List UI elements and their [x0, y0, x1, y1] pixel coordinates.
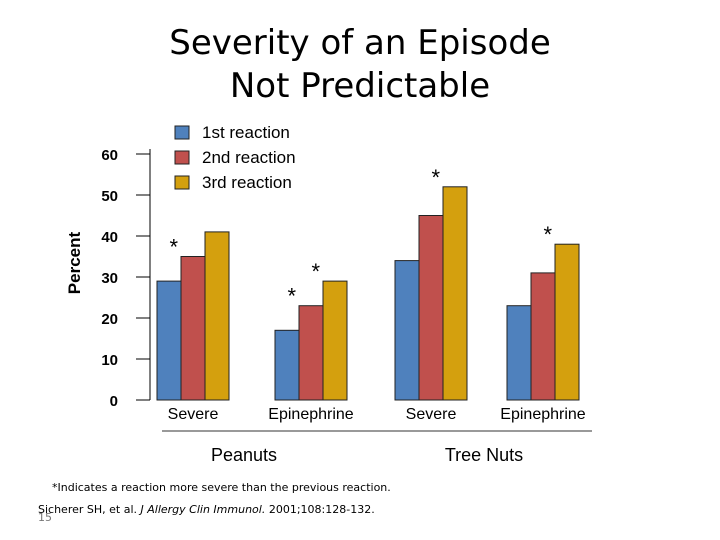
- significance-asterisk: *: [431, 165, 440, 190]
- bar-3-cat-3: [442, 186, 468, 401]
- bar-1-cat-2: [274, 329, 300, 401]
- bar-1-cat-1: [156, 280, 182, 401]
- slide-number: 15: [38, 511, 52, 524]
- x-group-label: Tree Nuts: [445, 445, 523, 465]
- y-tick-label: 40: [101, 229, 118, 246]
- legend-swatch-3: [174, 175, 190, 190]
- significance-asterisk: *: [287, 284, 296, 309]
- x-category-label: Epinephrine: [268, 406, 354, 423]
- footnote: *Indicates a reaction more severe than t…: [52, 481, 391, 494]
- y-tick-label: 0: [110, 393, 118, 410]
- bar-1-cat-4: [506, 305, 532, 401]
- y-tick-label: 60: [101, 147, 118, 164]
- y-tick-label: 50: [101, 188, 118, 205]
- bar-1-cat-3: [394, 260, 420, 401]
- x-group-label: Peanuts: [211, 445, 277, 465]
- x-category-label: Severe: [406, 406, 457, 423]
- x-category-label: Epinephrine: [500, 406, 586, 423]
- bar-2-cat-2: [298, 305, 324, 401]
- legend-swatch-2: [174, 150, 190, 165]
- legend-label-2: 2nd reaction: [202, 148, 296, 167]
- legend-label-3: 3rd reaction: [202, 173, 292, 192]
- x-category-label: Severe: [168, 406, 219, 423]
- bar-2-cat-3: [418, 215, 444, 401]
- bar-2-cat-1: [180, 256, 206, 401]
- citation-authors: Sicherer SH, et al.: [38, 503, 138, 516]
- title-line-1: Severity of an Episode: [169, 23, 551, 63]
- significance-asterisk: *: [311, 259, 320, 284]
- legend-swatch-1: [174, 125, 190, 140]
- y-tick-label: 30: [101, 270, 118, 287]
- y-axis-label: Percent: [65, 231, 84, 294]
- bar-3-cat-2: [322, 280, 348, 401]
- y-tick-label: 20: [101, 311, 118, 328]
- significance-asterisk: *: [543, 222, 552, 247]
- bar-2-cat-4: [530, 272, 556, 401]
- citation-journal: J Allergy Clin Immunol.: [140, 503, 266, 516]
- significance-asterisk: *: [169, 235, 178, 260]
- slide-title: Severity of an Episode Not Predictable: [0, 22, 720, 108]
- citation-details: 2001;108:128-132.: [268, 503, 375, 516]
- y-tick-label: 10: [101, 352, 118, 369]
- bar-3-cat-4: [554, 243, 580, 401]
- legend-label-1: 1st reaction: [202, 123, 290, 142]
- bar-3-cat-1: [204, 231, 230, 401]
- title-line-2: Not Predictable: [229, 66, 491, 106]
- citation: Sicherer SH, et al. J Allergy Clin Immun…: [38, 503, 375, 516]
